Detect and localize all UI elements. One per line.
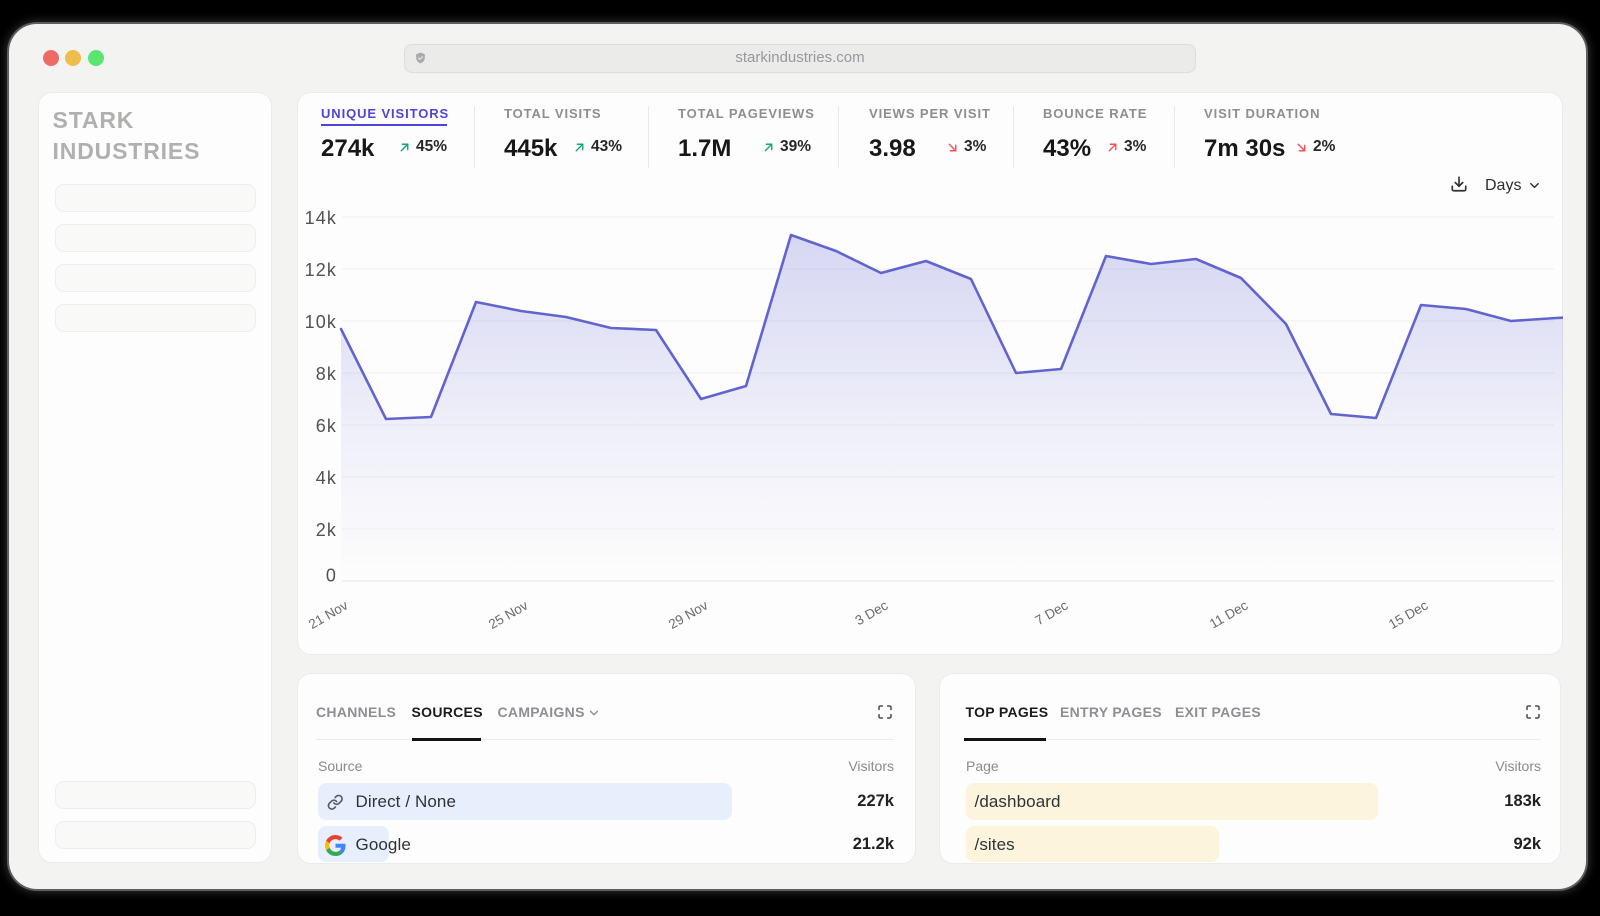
svg-text:6k: 6k [316, 416, 337, 436]
svg-text:2k: 2k [316, 520, 337, 540]
svg-text:3 Dec: 3 Dec [852, 597, 890, 628]
svg-text:14k: 14k [305, 208, 337, 228]
svg-text:21 Nov: 21 Nov [306, 597, 351, 632]
svg-text:8k: 8k [316, 364, 337, 384]
svg-text:7 Dec: 7 Dec [1032, 597, 1070, 628]
svg-text:25 Nov: 25 Nov [486, 597, 531, 632]
svg-text:29 Nov: 29 Nov [666, 597, 711, 632]
svg-text:0: 0 [326, 566, 337, 586]
svg-text:11 Dec: 11 Dec [1207, 597, 1251, 631]
svg-text:15 Dec: 15 Dec [1386, 597, 1431, 632]
svg-text:10k: 10k [305, 312, 337, 332]
svg-text:4k: 4k [316, 468, 337, 488]
svg-text:12k: 12k [305, 260, 337, 280]
